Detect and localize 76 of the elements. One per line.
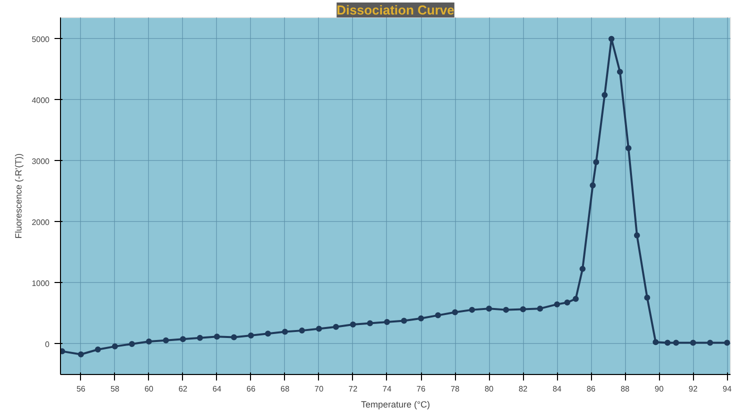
x-tick-label: 66 xyxy=(246,384,256,394)
point xyxy=(625,145,632,152)
y-tick-label: 1000 xyxy=(32,278,50,288)
point xyxy=(469,306,476,313)
point xyxy=(196,334,203,341)
point xyxy=(554,301,560,308)
y-tick-label: 0 xyxy=(45,340,50,349)
x-tick-label: 82 xyxy=(518,384,528,394)
point xyxy=(366,320,373,326)
point xyxy=(602,92,608,98)
point xyxy=(564,299,570,306)
point xyxy=(214,334,220,340)
x-axis-title: Temperature (°C) xyxy=(360,400,430,410)
point xyxy=(298,328,305,334)
y-tick-label: 4000 xyxy=(32,96,50,105)
x-tick-label: 88 xyxy=(620,384,630,394)
point xyxy=(616,68,623,75)
point xyxy=(572,296,579,302)
point xyxy=(316,326,322,332)
point xyxy=(162,337,169,344)
x-tick-label: 56 xyxy=(76,384,86,394)
point xyxy=(652,339,659,346)
y-tick-label: 2000 xyxy=(32,218,50,227)
point xyxy=(350,321,356,328)
chart-title: Dissociation Curve xyxy=(336,2,454,18)
point xyxy=(384,319,390,326)
point xyxy=(724,340,730,346)
x-tick-label: 64 xyxy=(212,384,222,394)
x-tick-label: 68 xyxy=(280,384,290,394)
x-tick-label: 72 xyxy=(348,384,358,394)
point xyxy=(452,309,458,316)
point xyxy=(673,340,680,346)
x-tick-label: 74 xyxy=(382,384,392,394)
point xyxy=(248,332,254,338)
point xyxy=(332,324,339,330)
x-tick-label: 94 xyxy=(722,384,732,394)
y-tick-label: 5000 xyxy=(32,34,50,44)
point xyxy=(664,340,671,346)
point xyxy=(112,343,118,350)
x-tick-label: 60 xyxy=(144,384,154,394)
point xyxy=(78,351,84,358)
point xyxy=(230,334,237,340)
point xyxy=(180,336,186,342)
point xyxy=(707,340,714,346)
point xyxy=(593,159,600,166)
point xyxy=(264,330,271,337)
x-tick-label: 80 xyxy=(484,384,494,394)
point xyxy=(503,306,510,313)
point xyxy=(520,306,526,312)
point xyxy=(282,328,288,335)
point xyxy=(580,266,586,272)
point xyxy=(537,306,544,312)
point xyxy=(146,338,152,345)
y-tick-label: 3000 xyxy=(32,156,50,166)
point xyxy=(128,340,135,347)
point xyxy=(608,36,614,42)
y-axis-title: Fluorescence (-R'(T)) xyxy=(14,153,24,239)
x-tick-label: 90 xyxy=(654,384,664,394)
x-tick-label: 76 xyxy=(416,384,426,394)
x-tick-label: 62 xyxy=(178,384,188,394)
point xyxy=(690,340,696,346)
point xyxy=(644,294,650,301)
point xyxy=(486,306,492,312)
x-tick-label: 70 xyxy=(314,384,324,394)
x-tick-label: 84 xyxy=(552,384,562,394)
point xyxy=(60,348,66,354)
point xyxy=(401,318,408,324)
point xyxy=(94,346,101,352)
point xyxy=(590,182,596,188)
x-tick-label: 92 xyxy=(688,384,698,394)
point xyxy=(634,232,640,238)
point xyxy=(435,312,442,318)
x-tick-label: 58 xyxy=(110,384,120,394)
point xyxy=(418,315,424,322)
x-tick-label: 86 xyxy=(586,384,596,394)
x-tick-label: 78 xyxy=(450,384,460,394)
